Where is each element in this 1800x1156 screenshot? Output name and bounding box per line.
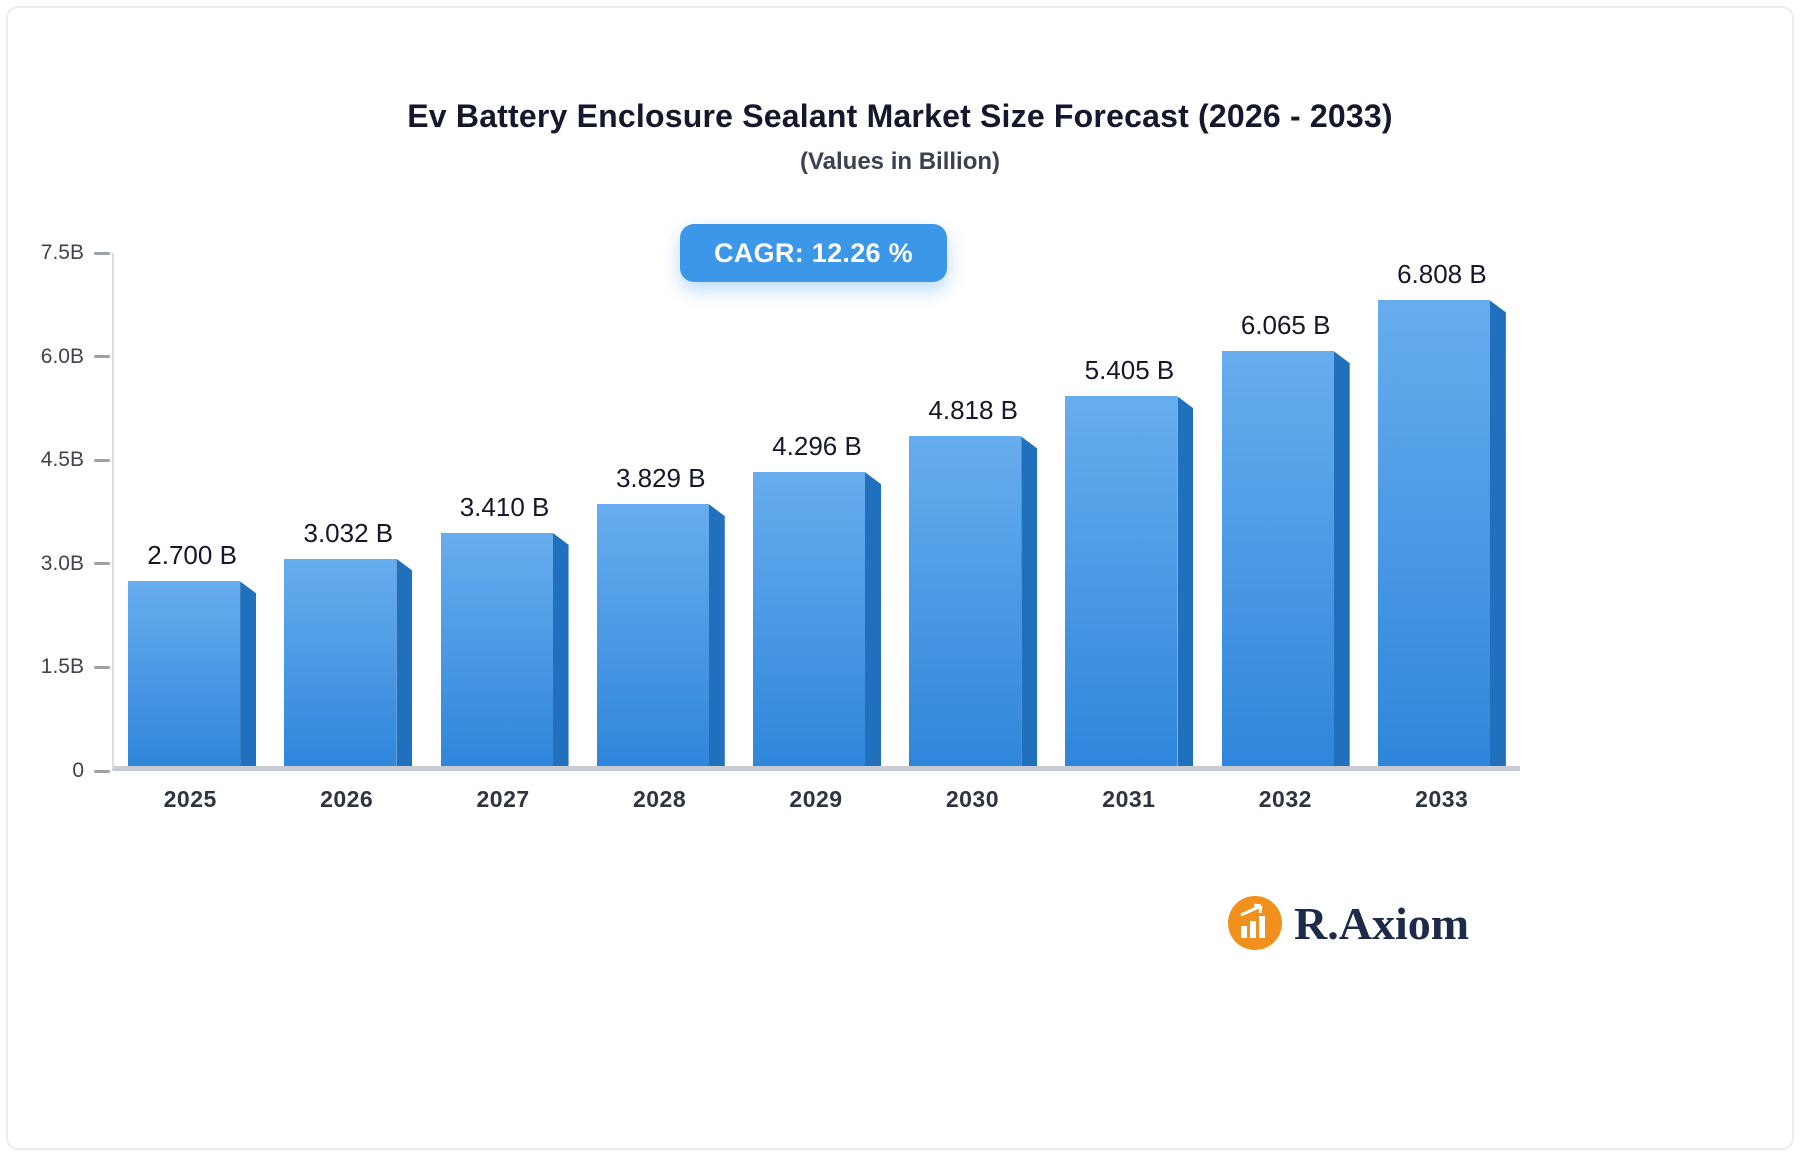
bar-value-label: 6.065 B <box>1240 310 1331 341</box>
bar-front-face <box>1377 300 1490 766</box>
bar-2031[interactable] <box>1065 396 1194 766</box>
y-tick: 3.0B <box>41 552 110 576</box>
cagr-badge: CAGR: 12.26 % <box>680 224 947 282</box>
x-axis-labels: 2025 2026 2027 2028 2029 2030 2031 2032 2033 <box>112 786 1520 813</box>
y-tick-label: 6.0B <box>40 344 84 368</box>
bar-side-face <box>240 581 257 766</box>
bar-value-label: 3.032 B <box>303 517 394 548</box>
bar-side-face <box>552 532 569 766</box>
y-tick-mark <box>94 355 110 359</box>
y-axis: 7.5B 6.0B 4.5B 3.0B 1.5B 0 <box>8 241 110 782</box>
bar-front-face <box>440 532 553 766</box>
x-axis-label: 2027 <box>476 786 530 812</box>
bar-front-face <box>909 436 1022 766</box>
bar-2033[interactable] <box>1377 300 1506 766</box>
y-tick: 4.5B <box>41 448 110 472</box>
bar-side-face <box>1489 300 1506 766</box>
bar-side-face <box>1021 436 1038 766</box>
y-tick-label: 0 <box>72 759 84 782</box>
y-tick-mark <box>94 251 110 255</box>
plot-area: 2.700 B 3.032 B 3.410 B 3.829 B 4.296 B 4.818… <box>112 253 1520 771</box>
bar-side-face <box>864 472 881 766</box>
bar-2030[interactable] <box>909 436 1038 766</box>
y-tick: 7.5B <box>41 241 110 265</box>
x-axis-label: 2028 <box>632 786 687 812</box>
bar-front-face <box>128 581 241 766</box>
y-tick: 6.0B <box>41 345 110 369</box>
bar-front-face <box>1221 351 1334 766</box>
x-axis-label: 2032 <box>1258 786 1312 812</box>
bar-front-face <box>752 472 865 766</box>
bar-side-face <box>708 504 725 766</box>
y-tick-label: 7.5B <box>40 241 84 264</box>
bar-group: 6.808 B <box>1364 253 1520 766</box>
bar-side-face <box>1177 396 1194 766</box>
bar-2029[interactable] <box>752 472 881 766</box>
bar-2028[interactable] <box>596 504 725 766</box>
y-tick-label: 3.0B <box>40 551 84 575</box>
y-tick-mark <box>94 769 110 773</box>
y-tick-label: 4.5B <box>40 448 84 472</box>
r-axiom-logo: R.Axiom <box>1228 896 1469 950</box>
y-tick: 1.5B <box>41 655 110 679</box>
bar-value-label: 3.829 B <box>615 463 706 494</box>
x-axis-label: 2029 <box>789 786 843 812</box>
x-axis-label: 2030 <box>945 786 1000 812</box>
bar-group: 6.065 B <box>1208 253 1364 766</box>
bar-side-face <box>396 558 413 766</box>
bar-2026[interactable] <box>284 558 413 766</box>
bar-2032[interactable] <box>1221 351 1350 766</box>
bar-value-label: 5.405 B <box>1084 355 1175 386</box>
bar-value-label: 4.296 B <box>772 431 862 462</box>
x-axis-label: 2026 <box>320 786 374 812</box>
bar-front-face <box>284 558 397 766</box>
bar-side-face <box>1333 351 1350 766</box>
y-tick-mark <box>94 562 110 566</box>
bar-group: 2.700 B <box>114 253 270 766</box>
bar-series: 2.700 B 3.032 B 3.410 B 3.829 B 4.296 B 4.818… <box>114 253 1520 766</box>
logo-text: R.Axiom <box>1294 897 1470 949</box>
bar-2025[interactable] <box>128 581 257 766</box>
bar-chart-growth-icon <box>1228 896 1282 950</box>
bar-value-label: 3.410 B <box>459 491 550 522</box>
y-tick-label: 1.5B <box>40 655 84 679</box>
bar-group: 4.818 B <box>895 253 1051 766</box>
chart-title: Ev Battery Enclosure Sealant Market Size… <box>407 98 1393 134</box>
bar-group: 5.405 B <box>1051 253 1207 766</box>
x-axis-label: 2025 <box>163 786 217 812</box>
x-axis-label: 2031 <box>1102 786 1156 812</box>
bar-group: 3.829 B <box>583 253 739 766</box>
bar-2027[interactable] <box>440 532 569 766</box>
cagr-badge-label: CAGR: 12.26 % <box>714 237 913 268</box>
bar-front-face <box>1065 396 1178 766</box>
bar-group: 3.410 B <box>426 253 582 766</box>
bar-group: 3.032 B <box>270 253 426 766</box>
bar-front-face <box>596 504 709 766</box>
y-tick-mark <box>94 458 110 462</box>
x-axis-label: 2033 <box>1415 786 1469 812</box>
y-tick: 0 <box>72 759 110 783</box>
y-tick-mark <box>94 665 110 669</box>
bar-value-label: 6.808 B <box>1397 259 1487 290</box>
bar-value-label: 4.818 B <box>928 395 1019 426</box>
bar-group: 4.296 B <box>739 253 895 766</box>
chart-subtitle: (Values in Billion) <box>799 148 1001 175</box>
bar-value-label: 2.700 B <box>147 540 237 571</box>
